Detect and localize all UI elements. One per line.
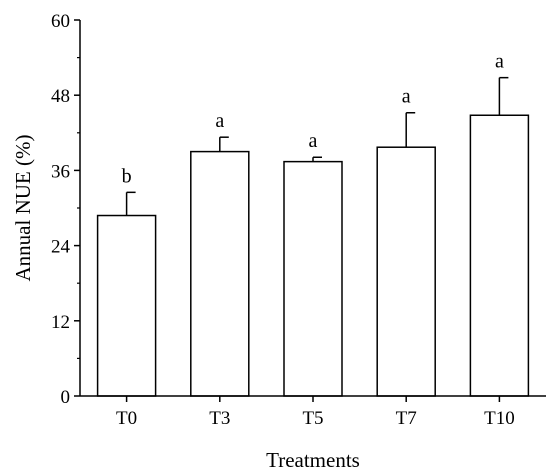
significance-label-t10: a (495, 51, 504, 73)
x-tick-label-t7: T7 (396, 408, 417, 429)
y-tick-label: 36 (51, 161, 70, 182)
bar-t3 (190, 150, 250, 397)
x-tick-label-t0: T0 (116, 408, 137, 429)
y-tick-label: 12 (51, 312, 70, 333)
significance-labels-layer: b a a a a (122, 51, 504, 188)
x-tick-label-t5: T5 (302, 408, 323, 429)
x-axis-title: Treatments (266, 448, 360, 472)
significance-label-t3: a (215, 110, 224, 132)
y-tick-label: 24 (51, 237, 71, 258)
bar-t7 (376, 146, 436, 397)
bar-t10 (469, 114, 530, 397)
significance-label-t0: b (122, 165, 132, 187)
y-tick-label: 48 (51, 86, 70, 107)
significance-label-t7: a (402, 86, 411, 108)
x-tick-label-t3: T3 (209, 408, 230, 429)
error-bars-layer (125, 76, 509, 216)
y-tick-label: 60 (51, 11, 70, 32)
x-ticks-layer: T0 T3 T5 T7 T10 (116, 396, 515, 429)
bar-t0 (96, 214, 157, 397)
y-ticks-layer: 0 12 24 36 48 60 (51, 11, 80, 408)
y-tick-label: 0 (61, 387, 71, 408)
y-axis-title: Annual NUE (%) (11, 135, 35, 282)
x-tick-label-t10: T10 (484, 408, 515, 429)
bar-t5 (283, 160, 343, 397)
significance-label-t5: a (309, 130, 318, 152)
